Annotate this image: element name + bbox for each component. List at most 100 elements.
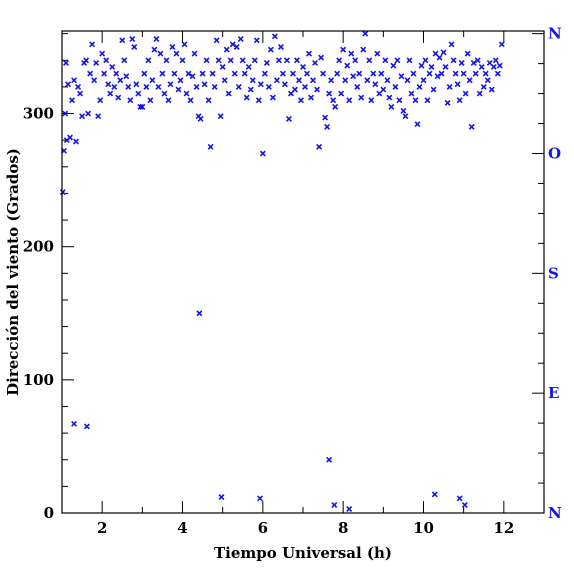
- data-point: [115, 94, 122, 101]
- data-point: [300, 63, 306, 70]
- data-point: [418, 62, 425, 69]
- data-point: [430, 86, 437, 93]
- y-tick-label: 0: [44, 504, 54, 522]
- data-point: [420, 77, 427, 84]
- data-point: [466, 77, 473, 84]
- data-point: [356, 70, 363, 77]
- data-point: [484, 77, 491, 84]
- data-point: [257, 495, 263, 502]
- data-point: [227, 57, 234, 64]
- data-point: [480, 83, 487, 90]
- y-tick-labels: 0 100 200 300: [23, 105, 54, 522]
- data-point: [378, 70, 385, 77]
- data-point: [324, 123, 331, 130]
- data-point: [149, 77, 156, 84]
- data-point: [185, 70, 192, 77]
- data-point: [215, 57, 222, 64]
- data-point: [161, 90, 168, 97]
- direction-labels: N O S E N: [548, 25, 562, 522]
- data-point: [304, 70, 310, 77]
- x-tick-labels: 2 4 6 8 10 12: [97, 519, 514, 537]
- data-point: [408, 90, 415, 97]
- data-point: [165, 97, 172, 104]
- y-tick-label: 300: [23, 105, 54, 123]
- x-tick-label: 2: [97, 519, 107, 537]
- data-point: [302, 83, 308, 90]
- data-point: [380, 86, 387, 93]
- data-point: [292, 86, 298, 93]
- data-point: [426, 70, 433, 77]
- data-point: [360, 46, 367, 53]
- direction-label: E: [548, 384, 559, 402]
- data-point: [229, 41, 236, 48]
- data-point: [346, 97, 353, 104]
- data-point: [249, 77, 256, 84]
- data-point: [448, 41, 455, 48]
- data-point: [65, 81, 71, 88]
- data-point: [458, 59, 465, 66]
- data-point: [414, 121, 421, 128]
- data-point: [69, 97, 76, 104]
- data-point: [173, 50, 180, 57]
- data-point: [223, 46, 230, 53]
- data-point: [488, 86, 495, 93]
- data-point: [438, 70, 445, 77]
- data-point: [235, 83, 242, 90]
- data-point: [245, 63, 252, 70]
- data-point: [374, 50, 381, 57]
- data-point: [177, 77, 184, 84]
- data-point: [151, 46, 158, 53]
- data-point: [107, 90, 114, 97]
- data-point: [440, 49, 447, 56]
- data-point: [95, 113, 102, 120]
- data-point: [213, 37, 220, 44]
- data-point: [233, 44, 240, 50]
- data-point: [271, 33, 278, 40]
- data-point: [352, 57, 359, 64]
- x-tick-label: 8: [338, 519, 348, 537]
- data-point: [101, 70, 108, 77]
- plot-frame: [61, 30, 545, 514]
- data-point: [294, 57, 300, 64]
- data-point: [205, 97, 212, 104]
- data-point: [472, 70, 479, 77]
- data-point: [261, 70, 268, 77]
- data-point: [306, 50, 312, 57]
- data-point: [225, 90, 232, 97]
- data-point: [121, 57, 128, 64]
- data-point: [434, 73, 441, 80]
- data-point: [394, 57, 401, 64]
- data-point: [334, 70, 341, 77]
- data-point: [456, 97, 463, 104]
- data-point: [265, 83, 272, 90]
- data-point: [109, 63, 116, 70]
- data-point: [253, 37, 260, 44]
- data-point: [175, 86, 182, 93]
- data-point: [350, 73, 357, 80]
- data-point: [97, 97, 104, 104]
- data-point: [67, 134, 73, 141]
- data-point: [187, 97, 194, 104]
- x-axis-title: Tiempo Universal (h): [214, 544, 392, 562]
- direction-label: S: [548, 264, 559, 282]
- data-point: [231, 70, 238, 77]
- data-point: [358, 94, 365, 101]
- data-point: [410, 70, 417, 77]
- data-point: [219, 63, 226, 70]
- data-point: [103, 57, 110, 64]
- data-point: [129, 36, 136, 42]
- data-point: [468, 123, 475, 130]
- data-point: [83, 57, 90, 64]
- data-point: [217, 113, 224, 120]
- data-point: [221, 77, 228, 84]
- data-point: [476, 90, 483, 97]
- x-tick-label: 4: [177, 519, 187, 537]
- data-point: [99, 50, 106, 57]
- data-point: [498, 41, 505, 48]
- data-point: [338, 90, 345, 97]
- data-point: [183, 90, 190, 97]
- data-point: [320, 70, 327, 77]
- data-point: [167, 81, 174, 88]
- data-point: [406, 57, 413, 64]
